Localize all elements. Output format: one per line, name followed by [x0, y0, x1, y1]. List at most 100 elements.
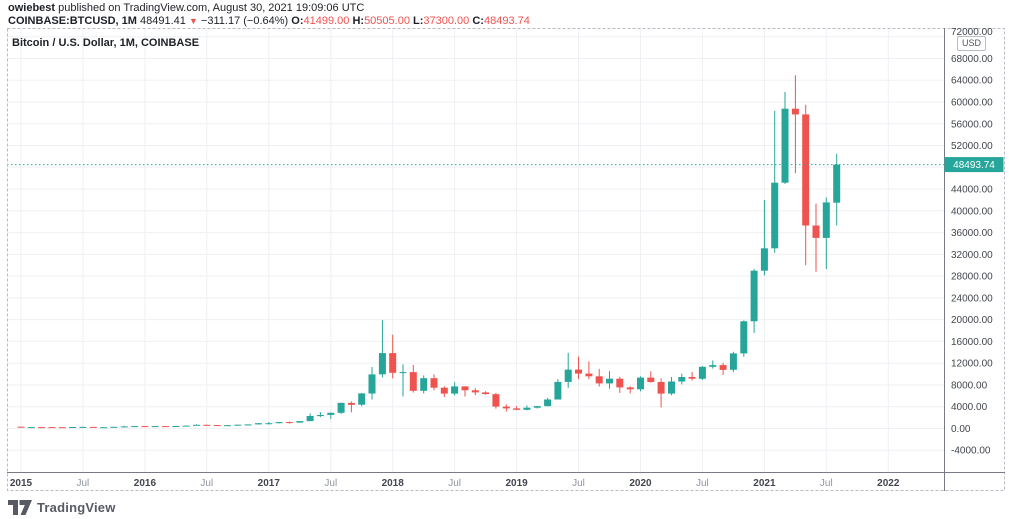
svg-text:2021: 2021	[753, 478, 776, 489]
candle	[79, 426, 87, 428]
candle	[647, 371, 655, 383]
candle	[347, 401, 355, 413]
candle	[812, 203, 820, 272]
candle	[110, 426, 118, 428]
chart-frame-border	[7, 28, 1005, 491]
candle	[740, 320, 748, 357]
high-value: 50505.00	[364, 15, 410, 27]
candle	[606, 371, 613, 389]
svg-text:64000.00: 64000.00	[951, 76, 993, 87]
candle	[502, 404, 510, 412]
svg-text:2016: 2016	[134, 478, 157, 489]
symbol-line: COINBASE:BTCUSD, 1M 48491.41 ▼ −311.17 (…	[8, 15, 530, 28]
price-change: −311.17 (−0.64%)	[200, 15, 289, 27]
svg-text:2022: 2022	[877, 478, 900, 489]
high-label: H:	[352, 15, 365, 27]
candle	[337, 402, 345, 414]
svg-text:24000.00: 24000.00	[951, 293, 993, 304]
time-axis-labels[interactable]: 2015 Jul 2016 Jul 2017 Jul 2018 Jul 2019 Jul 2020 J…	[10, 478, 900, 489]
price-axis-labels[interactable]: 72000.00 68000.00 64000.00 60000.00 56000.00…	[951, 28, 993, 457]
close-label: C:	[472, 15, 484, 27]
candlestick-chart[interactable]: 72000.00 68000.00 64000.00 60000.00 56000.00…	[7, 28, 1005, 491]
candle	[471, 388, 479, 396]
candle	[378, 320, 386, 378]
candle	[698, 366, 706, 380]
svg-text:2020: 2020	[629, 478, 652, 489]
svg-text:Jul: Jul	[77, 478, 90, 489]
candle	[719, 362, 727, 375]
svg-text:2017: 2017	[258, 478, 281, 489]
svg-text:28000.00: 28000.00	[951, 272, 993, 283]
svg-text:44000.00: 44000.00	[951, 185, 993, 196]
candle	[760, 200, 768, 276]
candle	[420, 375, 428, 394]
tradingview-logo-icon[interactable]	[8, 499, 32, 515]
candle	[296, 421, 304, 423]
candle	[193, 424, 200, 426]
candle	[316, 412, 324, 417]
candle	[182, 425, 190, 427]
svg-text:2018: 2018	[382, 478, 405, 489]
candle	[100, 427, 108, 429]
candle	[151, 426, 159, 428]
candle	[399, 364, 407, 397]
candle	[802, 104, 810, 266]
currency-usd-button[interactable]: USD	[957, 36, 986, 51]
candle	[265, 422, 273, 425]
candle	[575, 356, 582, 380]
candle	[234, 424, 242, 426]
svg-text:48493.74: 48493.74	[953, 160, 995, 171]
candle	[482, 391, 490, 395]
candle	[554, 379, 562, 400]
svg-text:72000.00: 72000.00	[951, 28, 993, 38]
candle	[564, 352, 572, 388]
svg-text:12000.00: 12000.00	[951, 359, 993, 370]
svg-text:32000.00: 32000.00	[951, 250, 993, 261]
publisher-username: owiebest	[8, 2, 56, 14]
chart-title: Bitcoin / U.S. Dollar, 1M, COINBASE	[12, 37, 200, 49]
candle	[389, 334, 397, 379]
candle	[822, 197, 830, 270]
svg-text:16000.00: 16000.00	[951, 337, 993, 348]
candle	[616, 376, 624, 393]
svg-text:4000.00: 4000.00	[951, 402, 988, 413]
symbol-label: COINBASE:BTCUSD, 1M	[8, 15, 137, 27]
candle	[533, 406, 541, 409]
svg-text:Jul: Jul	[448, 478, 461, 489]
candle	[131, 425, 139, 428]
svg-text:Jul: Jul	[200, 478, 213, 489]
candle	[523, 405, 531, 411]
svg-text:8000.00: 8000.00	[951, 380, 988, 391]
footer: TradingView	[8, 498, 116, 516]
svg-text:-4000.00: -4000.00	[951, 446, 991, 457]
low-label: L:	[413, 15, 424, 27]
candle	[513, 406, 521, 411]
candle	[368, 367, 376, 400]
candle	[203, 424, 211, 426]
candle	[120, 425, 128, 428]
candle	[69, 427, 77, 428]
open-value: 41499.00	[303, 15, 350, 27]
publish-info: published on TradingView.com, August 30,…	[58, 2, 365, 14]
candle	[172, 425, 180, 427]
candle	[244, 424, 252, 426]
candle	[595, 368, 603, 387]
candle	[162, 426, 169, 428]
last-price-label: 48493.74	[944, 157, 1004, 173]
down-arrow-icon: ▼	[188, 16, 198, 26]
candle	[224, 425, 231, 427]
close-value: 48493.74	[483, 15, 530, 27]
brand-name[interactable]: TradingView	[37, 499, 116, 515]
chart-area[interactable]: 72000.00 68000.00 64000.00 60000.00 56000.00…	[7, 28, 1005, 491]
svg-text:0.00: 0.00	[951, 424, 971, 435]
candle	[750, 269, 758, 333]
candle	[213, 425, 221, 427]
svg-text:2019: 2019	[505, 478, 528, 489]
candle	[791, 75, 799, 174]
candle	[771, 110, 779, 253]
svg-text:2015: 2015	[10, 478, 33, 489]
candle	[440, 386, 448, 397]
svg-text:Jul: Jul	[324, 478, 337, 489]
candle	[358, 393, 366, 407]
